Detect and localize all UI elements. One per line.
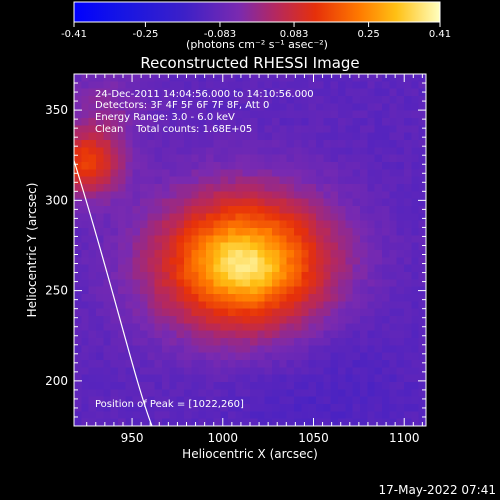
colorbar-tick-label: -0.083 — [204, 29, 236, 40]
chart-title: Reconstructed RHESSI Image — [140, 54, 359, 72]
solar-limb-curve — [74, 160, 153, 426]
colorbar: -0.41 -0.25 -0.083 0.083 0.25 0.41 (photons c… — [61, 1, 451, 51]
info-line-clean: Clean Total counts: 1.68E+05 — [95, 124, 252, 135]
colorbar-ticks: -0.41 -0.25 -0.083 0.083 0.25 0.41 — [61, 22, 451, 40]
y-tick-label: 300 — [45, 193, 68, 207]
y-axis-label: Heliocentric Y (arcsec) — [25, 183, 39, 318]
x-tick-label: 1100 — [389, 431, 420, 445]
info-line-detectors: Detectors: 3F 4F 5F 6F 7F 8F, Att 0 — [95, 100, 269, 111]
colorbar-tick-label: 0.25 — [357, 29, 379, 40]
x-tick-label: 1000 — [208, 431, 239, 445]
x-axis-label: Heliocentric X (arcsec) — [182, 447, 318, 461]
x-tick-label: 1050 — [298, 431, 329, 445]
peak-position-label: Position of Peak = [1022,260] — [95, 399, 244, 410]
x-tick-label: 950 — [121, 431, 144, 445]
colorbar-unit-label: (photons cm⁻² s⁻¹ asec⁻²) — [186, 38, 328, 51]
colorbar-tick-label: 0.083 — [280, 29, 309, 40]
colorbar-tick-label: 0.41 — [429, 29, 451, 40]
axis-ticks: 950 1000 1050 1100 200 250 300 350 — [45, 74, 426, 445]
image-area — [74, 74, 426, 426]
y-tick-label: 250 — [45, 284, 68, 298]
colorbar-tick-label: -0.25 — [132, 29, 158, 40]
colorbar-tick-label: -0.41 — [61, 29, 87, 40]
colorbar-gradient — [73, 1, 441, 23]
render-timestamp: 17-May-2022 07:41 — [379, 483, 496, 497]
y-tick-label: 200 — [45, 374, 68, 388]
info-line-time: 24-Dec-2011 14:04:56.000 to 14:10:56.000 — [95, 89, 314, 100]
info-block: 24-Dec-2011 14:04:56.000 to 14:10:56.000… — [95, 89, 314, 135]
info-line-energy: Energy Range: 3.0 - 6.0 keV — [95, 112, 235, 123]
y-tick-label: 350 — [45, 103, 68, 117]
heatmap-image — [74, 74, 426, 426]
